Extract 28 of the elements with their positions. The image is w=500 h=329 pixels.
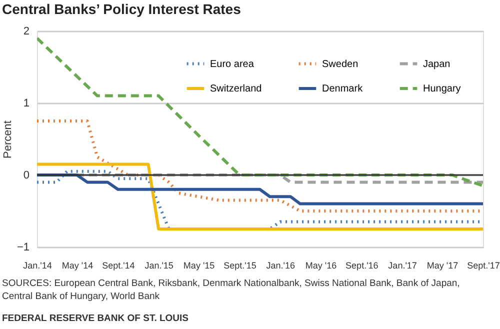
legend-label: Switzerland xyxy=(210,84,262,94)
line-series xyxy=(37,174,483,206)
x-tick-label: Jan.'16 xyxy=(266,260,296,270)
y-tick-label: 1 xyxy=(23,98,30,110)
x-tick-label: Sept.'17 xyxy=(467,260,500,270)
x-tick-label: Jan.'17 xyxy=(388,260,417,270)
x-tick-label: Jan.'14 xyxy=(23,260,52,270)
chart-title: Central Banks’ Policy Interest Rates xyxy=(2,1,242,17)
x-tick-label: May '16 xyxy=(305,260,337,270)
x-tick-label: Sept.'14 xyxy=(102,260,135,270)
x-tick-label: May '14 xyxy=(62,260,94,270)
line-series xyxy=(37,36,483,188)
legend-label: Euro area xyxy=(210,58,254,70)
source-note: SOURCES: European Central Bank, Riksbank, Denmark Nationalbank, Swiss National Bank, Bank of Japan, Central Bank of Hungary, World Bank xyxy=(2,278,460,302)
x-tick-label: May '15 xyxy=(183,260,215,270)
x-tick-label: Sept.'15 xyxy=(224,260,256,270)
legend-label: Japan xyxy=(423,58,450,70)
y-tick-label: 2 xyxy=(23,26,30,38)
y-tick-label: −1 xyxy=(16,242,30,254)
x-tick-label: May '17 xyxy=(426,260,458,270)
legend-label: Hungary xyxy=(423,84,461,94)
y-axis-title: Percent xyxy=(2,120,14,158)
text: FEDERAL RESERVE BANK OF ST. LOUIS xyxy=(2,313,189,324)
x-tick-label: Jan.'15 xyxy=(144,260,174,270)
x-tick-label: Sept.'16 xyxy=(346,260,378,270)
legend-label: Sweden xyxy=(322,58,358,70)
legend-label: Denmark xyxy=(322,84,364,94)
y-tick-label: 0 xyxy=(23,170,30,182)
